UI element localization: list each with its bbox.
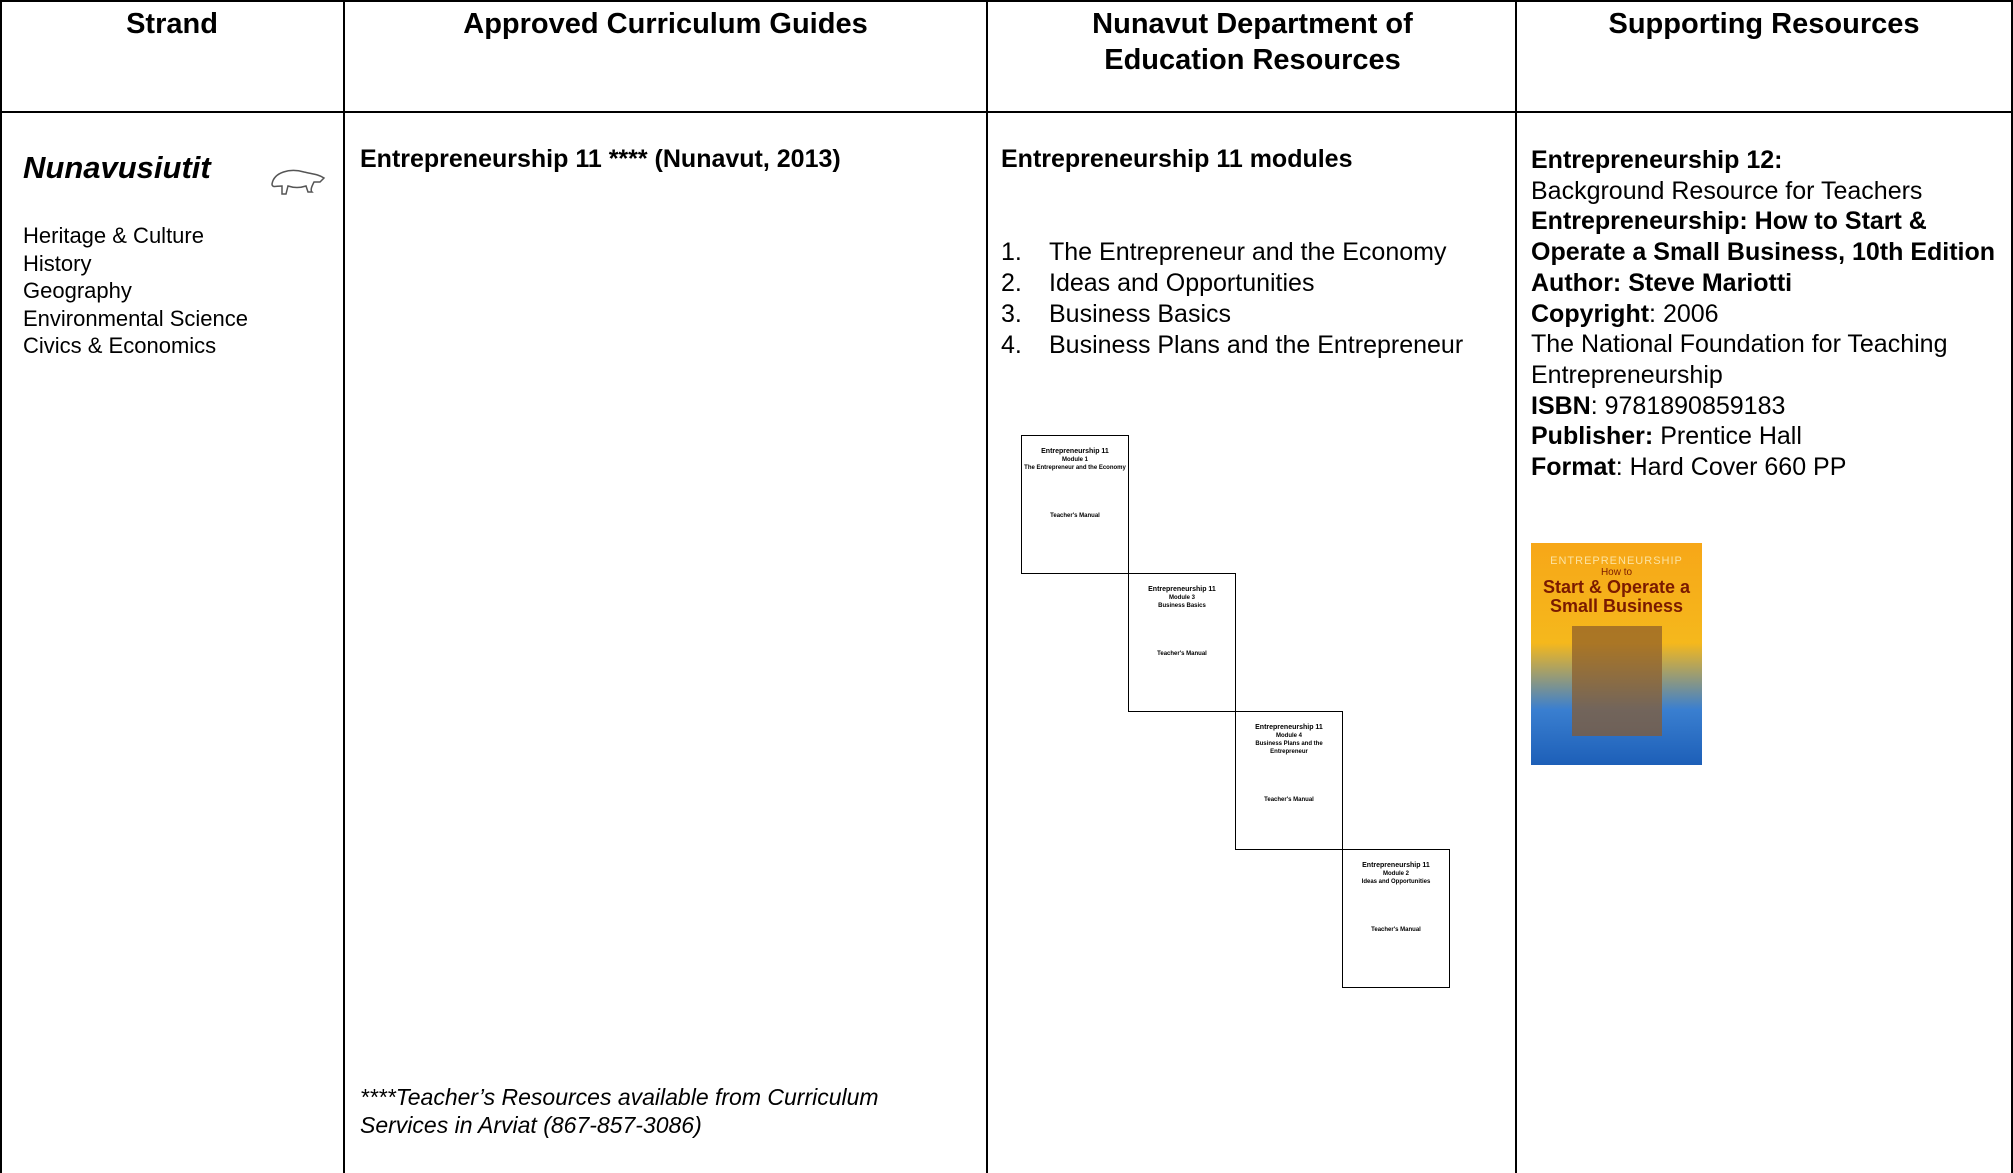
- subject-list: Heritage & Culture History Geography Enviro…: [23, 222, 248, 360]
- header: Strand: [126, 8, 218, 40]
- resource-text: Background Resource for Teachers: [1531, 176, 1923, 205]
- cover-module: Module 4: [1275, 733, 1302, 739]
- resource-line: Copyright: 2006: [1531, 299, 2001, 330]
- resource-text: Prentice Hall: [1653, 422, 1802, 451]
- border: [2011, 0, 2013, 1173]
- department-title: Entrepreneurship 11 modules: [1001, 145, 1353, 173]
- module-name: Ideas and Opportunities: [1049, 269, 1315, 297]
- module-cover: Entrepreneurship 11 Module 4 Business Plan…: [1235, 711, 1343, 850]
- book-title: Start & Operate a Small Business: [1542, 577, 1691, 616]
- resource-label: Copyright: [1531, 299, 1650, 328]
- resource-line: Background Resource for Teachers: [1531, 176, 2001, 207]
- cover-module: Module 1: [1061, 457, 1088, 463]
- resource-text: : 2006: [1649, 299, 1719, 328]
- module-number: 2.: [1001, 269, 1022, 297]
- cover-subtitle: Business Basics: [1158, 603, 1206, 609]
- column-rule: [343, 0, 345, 1173]
- resource-text: : 9781890859183: [1590, 391, 1786, 420]
- resource-text: The National Foundation for Teaching Ent…: [1531, 330, 1948, 389]
- module-number: 4.: [1001, 331, 1022, 359]
- cover-module: Module 3: [1168, 595, 1195, 601]
- cover-title: Entrepreneurship 11: [1148, 586, 1216, 593]
- module-item: 4. Business Plans and the Entrepreneur: [1001, 330, 1463, 361]
- cover-label: Teacher's Manual: [1157, 651, 1207, 657]
- resource-label: Publisher:: [1531, 422, 1654, 451]
- book-photo: [1571, 626, 1662, 736]
- module-number: 3.: [1001, 300, 1022, 328]
- module-item: 3. Business Basics: [1001, 299, 1463, 330]
- column-rule: [986, 0, 988, 1173]
- book-cover: ENTREPRENEURSHIP How to Start & Operate …: [1531, 543, 1702, 765]
- resource-line: Author: Steve Mariotti: [1531, 268, 2001, 299]
- subject: Geography: [23, 278, 132, 304]
- module-item: 2. Ideas and Opportunities: [1001, 268, 1463, 299]
- column-rule: [1515, 0, 1517, 1173]
- cover-subtitle: Ideas and Opportunities: [1361, 879, 1431, 885]
- module-cover: Entrepreneurship 11 Module 3 Business Basi…: [1128, 573, 1236, 712]
- resource-line: ISBN: 9781890859183: [1531, 391, 2001, 422]
- module-name: Business Plans and the Entrepreneur: [1049, 331, 1464, 359]
- bear-icon: [271, 169, 326, 195]
- resource-line: Entrepreneurship: How to Start & Operate…: [1531, 206, 2001, 267]
- subject: History: [23, 250, 92, 276]
- resource-label: Author: Steve Mariotti: [1531, 268, 1793, 297]
- cover-subtitle: Business Plans and the Entrepreneur: [1255, 741, 1323, 755]
- subject: Environmental Science: [23, 305, 249, 331]
- border: [0, 0, 2013, 2]
- module-number: 1.: [1001, 238, 1022, 266]
- cover-title: Entrepreneurship 11: [1255, 724, 1323, 731]
- curriculum-title: Entrepreneurship 11 **** (Nunavut, 2013): [360, 145, 841, 173]
- resource-text: : Hard Cover 660 PP: [1615, 453, 1847, 482]
- module-cover: Entrepreneurship 11 Module 1 The Entrepren…: [1021, 435, 1129, 574]
- resource-line: Publisher: Prentice Hall: [1531, 421, 2001, 452]
- book-lead: How to: [1600, 567, 1633, 578]
- book-series: ENTREPRENEURSHIP: [1550, 555, 1683, 567]
- supporting-resources: Entrepreneurship 12: Background Resource …: [1531, 145, 2001, 483]
- resource-line: Format: Hard Cover 660 PP: [1531, 452, 2001, 483]
- module-cover: Entrepreneurship 11 Module 2 Ideas and Opp…: [1342, 849, 1450, 988]
- subject: Civics & Economics: [23, 333, 217, 359]
- resource-label: ISBN: [1531, 391, 1591, 420]
- subject: Heritage & Culture: [23, 223, 204, 248]
- header: Approved Curriculum Guides: [463, 8, 868, 40]
- header: Nunavut Department of Education Resource…: [1092, 8, 1413, 76]
- header: Supporting Resources: [1608, 8, 1920, 40]
- cover-subtitle: The Entrepreneur and the Economy: [1024, 465, 1126, 471]
- resource-line: The National Foundation for Teaching Ent…: [1531, 329, 2001, 390]
- strand-title: Nunavusiutit: [23, 150, 211, 185]
- resource-label: Format: [1531, 453, 1616, 482]
- cover-label: Teacher's Manual: [1050, 513, 1100, 519]
- curriculum-note: ****Teacher’s Resources available from C…: [360, 1084, 879, 1138]
- module-name: The Entrepreneur and the Economy: [1049, 238, 1447, 266]
- cover-label: Teacher's Manual: [1264, 797, 1314, 803]
- module-list: 1. The Entrepreneur and the Economy 2. Idea…: [1001, 237, 1463, 361]
- cover-module: Module 2: [1382, 871, 1409, 877]
- cover-title: Entrepreneurship 11: [1041, 448, 1109, 455]
- cover-title: Entrepreneurship 11: [1362, 862, 1430, 869]
- module-name: Business Basics: [1049, 300, 1232, 328]
- module-item: 1. The Entrepreneur and the Economy: [1001, 237, 1463, 268]
- border: [0, 0, 2, 1173]
- resource-label: Entrepreneurship: How to Start & Operate…: [1531, 207, 1996, 267]
- header-rule: [0, 111, 2013, 113]
- resource-label: Entrepreneurship 12:: [1531, 146, 1783, 174]
- cover-label: Teacher's Manual: [1371, 927, 1421, 933]
- resource-line: Entrepreneurship 12:: [1531, 145, 2001, 176]
